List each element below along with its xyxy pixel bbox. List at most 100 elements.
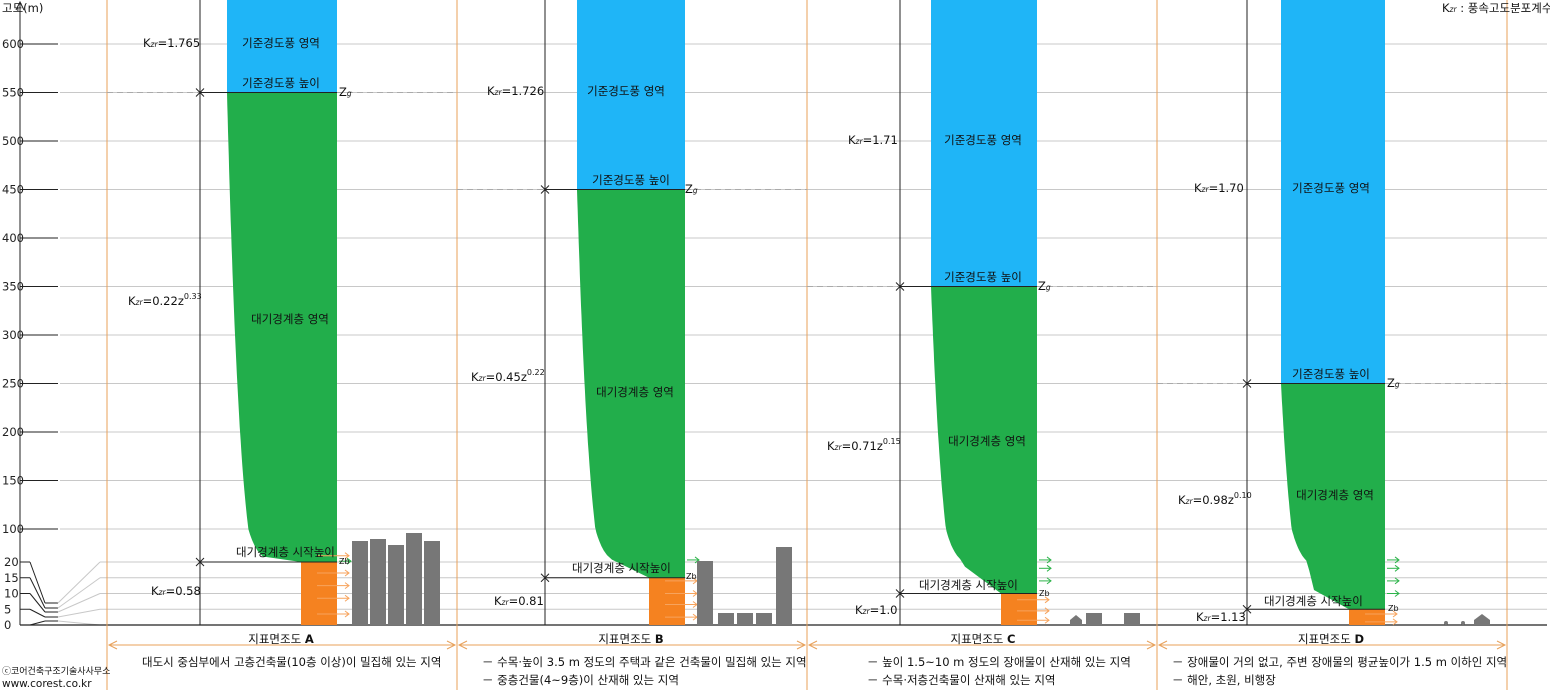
zb-label: Zb (1039, 589, 1050, 598)
y-tick-label: 550 (2, 86, 24, 100)
y-tick-connector (57, 620, 101, 626)
kzr-k: K (143, 36, 151, 50)
zg-sub: g (346, 89, 352, 98)
building (718, 613, 734, 625)
gradient-wind-region (577, 0, 685, 190)
kzr-bottom: Kzr=1.0 (855, 603, 898, 617)
kzr-sub: zr (501, 598, 509, 607)
zg-label: Zg (685, 183, 698, 196)
start-height-label: 대기경계층 시작높이 (1264, 594, 1363, 608)
region-gradient-label: 기준경도풍 영역 (944, 133, 1022, 147)
kzr-sub: zr (494, 88, 502, 97)
kzr-k: K (151, 584, 159, 598)
region-gradient-label: 기준경도풍 영역 (587, 84, 665, 98)
zg-z: Z (339, 85, 347, 99)
y-tick-label: 15 (4, 571, 19, 585)
description-line: 대도시 중심부에서 고층건축물(10층 이상)이 밀집해 있는 지역 (142, 655, 442, 669)
category-prefix: 지표면조도 (248, 632, 305, 646)
kzr-bottom-value: =0.81 (508, 594, 544, 608)
wind-arrow-head (344, 594, 350, 602)
kzr-sub: zr (855, 137, 863, 146)
y-tick-label: 400 (2, 231, 24, 245)
kzr-k: K (487, 84, 495, 98)
kzr-formula: Kzr=0.45z0.22 (471, 369, 545, 384)
kzr-formula-exp: 0.33 (183, 292, 202, 301)
building (424, 541, 440, 625)
zg-z: Z (1387, 376, 1395, 390)
kzr-formula-coef: =0.98z (1192, 493, 1234, 507)
kzr-formula-coef: =0.71z (841, 439, 883, 453)
y-tick-fan (29, 561, 46, 604)
kzr-bottom-value: =1.0 (869, 603, 898, 617)
kzr-bottom: Kzr=1.13 (1196, 610, 1246, 624)
kzr-sub: zr (1185, 497, 1193, 506)
bush-icon (1444, 621, 1448, 625)
zg-z: Z (1038, 279, 1046, 293)
wind-arrow-head (1046, 564, 1052, 572)
region-boundary-label: 대기경계층 영역 (948, 434, 1026, 448)
start-height-label: 대기경계층 시작높이 (236, 545, 335, 559)
y-tick-label: 100 (2, 522, 24, 536)
kzr-formula-coef: =0.45z (485, 370, 527, 384)
dimension-tick (1242, 604, 1252, 614)
zb-label: Zb (339, 557, 350, 566)
wind-arrow-head (1392, 610, 1398, 618)
kzr-bottom-value: =1.13 (1210, 610, 1246, 624)
y-tick-label: 150 (2, 474, 24, 488)
kzr-k: K (855, 603, 863, 617)
y-axis-title: 고도(m) (2, 1, 44, 15)
zg-label: Zg (1038, 279, 1051, 293)
category-label: 지표면조도 D (1298, 633, 1364, 646)
category-span-arrow (1157, 640, 1168, 650)
kzr-bottom: Kzr=0.81 (494, 594, 544, 608)
copyright-line2: www.corest.co.kr (2, 678, 92, 690)
kzr-k: K (848, 133, 856, 147)
dimension-tick (195, 557, 205, 567)
kzr-sub: zr (150, 40, 158, 49)
kzr-k: K (128, 294, 136, 308)
region-gradient-label: 기준경도풍 영역 (1292, 181, 1370, 195)
kzr-formula: Kzr=0.71z0.15 (827, 438, 901, 453)
kzr-formula-exp: 0.15 (882, 437, 901, 446)
kzr-k: K (827, 439, 835, 453)
y-tick-label: 350 (2, 280, 24, 294)
kzr-sub: zr (478, 374, 486, 383)
kzr-sub: zr (135, 298, 143, 307)
dimension-tick (195, 88, 205, 97)
y-tick-connector (57, 608, 101, 618)
kzr-sub: zr (158, 588, 166, 597)
building (737, 613, 753, 625)
y-axis-arrow (15, 0, 25, 11)
y-tick-connector (57, 577, 101, 609)
legend-symbol: K (1442, 1, 1450, 15)
building (1086, 613, 1102, 625)
kzr-top-value: =1.71 (862, 133, 898, 147)
y-tick-label: 450 (2, 183, 24, 197)
y-tick-label: 300 (2, 328, 24, 342)
start-height-label: 대기경계층 시작높이 (919, 578, 1018, 592)
boundary-layer-region (1281, 383, 1385, 610)
gradient-height-label: 기준경도풍 높이 (592, 173, 670, 187)
boundary-layer-region (577, 189, 685, 578)
description-line: － 높이 1.5~10 m 정도의 장애물이 산재해 있는 지역 (867, 655, 1131, 669)
kzr-sub: zr (1201, 185, 1209, 194)
y-tick-label: 500 (2, 134, 24, 148)
kzr-formula: Kzr=0.98z0.10 (1178, 492, 1252, 507)
wind-arrow-head (1394, 556, 1400, 564)
kzr-top: Kzr=1.765 (143, 36, 200, 50)
region-gradient-label: 기준경도풍 영역 (242, 36, 320, 50)
building (1124, 613, 1140, 625)
y-tick-connector (57, 561, 101, 604)
kzr-k: K (1194, 181, 1202, 195)
description-line: － 해안, 초원, 비행장 (1172, 673, 1276, 687)
y-tick-label: 600 (2, 37, 24, 51)
category-span-arrow (796, 640, 807, 650)
kzr-k: K (1178, 493, 1186, 507)
category-label: 지표면조도 B (598, 633, 663, 646)
kzr-bottom: Kzr=0.58 (151, 584, 201, 598)
boundary-layer-region (227, 92, 337, 562)
dimension-tick (540, 573, 550, 583)
gradient-wind-region (227, 0, 337, 93)
base-layer-region (649, 577, 685, 625)
